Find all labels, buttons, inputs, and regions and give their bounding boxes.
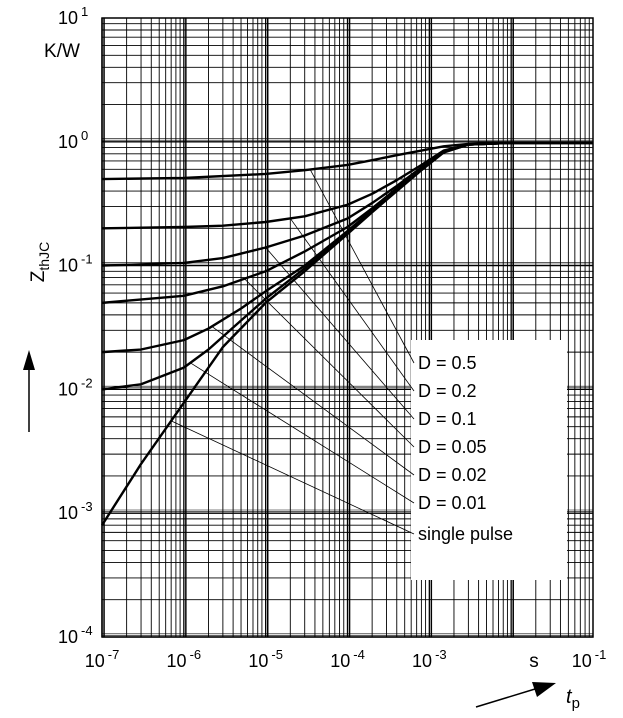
legend-label: D = 0.2 xyxy=(418,381,477,401)
legend-leader-line xyxy=(289,218,415,392)
x-axis-ticks: 10 -7 10 -6 10 -5 10 -4 10 -3 10 -1 xyxy=(85,647,607,671)
y-tick-label: 10 -3 xyxy=(58,499,93,523)
x-axis-arrow xyxy=(475,682,556,708)
x-tick-label: 10 -1 xyxy=(572,647,607,671)
legend-leader-line xyxy=(244,278,415,448)
x-tick-label: 10 -4 xyxy=(330,647,365,671)
legend-leader-line xyxy=(170,420,415,535)
legend-label: single pulse xyxy=(418,524,513,544)
y-tick-label: 10 1 xyxy=(58,4,88,28)
x-unit-label: s xyxy=(529,651,539,672)
x-tick-label: 10 -3 xyxy=(412,647,447,671)
legend-leader-line xyxy=(190,362,415,504)
legend-background xyxy=(411,340,567,580)
x-axis-title-sub: p xyxy=(572,695,580,712)
legend-label: D = 0.01 xyxy=(418,493,487,513)
legend-label: D = 0.1 xyxy=(418,409,477,429)
x-tick-label: 10 -7 xyxy=(85,647,120,671)
y-axis-title: ZthJC xyxy=(28,242,52,282)
y-axis-arrow xyxy=(23,350,35,432)
y-tick-label: 10 -1 xyxy=(58,252,93,276)
x-axis-title: tp xyxy=(566,686,580,712)
svg-text:ZthJC: ZthJC xyxy=(28,242,52,282)
legend-leader-line xyxy=(265,247,415,420)
y-tick-label: 10 -2 xyxy=(58,375,93,399)
legend-label: D = 0.02 xyxy=(418,465,487,485)
y-axis-title-sub: thJC xyxy=(36,242,52,271)
x-tick-label: 10 -6 xyxy=(167,647,202,671)
plot-frame xyxy=(101,17,594,638)
series-line-single-pulse xyxy=(100,141,593,526)
legend-leader-lines xyxy=(170,169,415,535)
curves xyxy=(100,141,593,526)
y-tick-label: 10 -4 xyxy=(58,623,93,647)
y-unit-label: K/W xyxy=(44,41,80,62)
y-tick-label: 10 0 xyxy=(58,128,88,152)
x-axis-title-main: t xyxy=(566,686,573,708)
legend-leader-line xyxy=(309,169,415,364)
x-tick-label: 10 -5 xyxy=(248,647,283,671)
legend-label: D = 0.05 xyxy=(418,437,487,457)
legend-label: D = 0.5 xyxy=(418,353,477,373)
y-axis-title-main: Z xyxy=(28,270,49,282)
legend-leader-line xyxy=(211,326,415,476)
legend: D = 0.5 D = 0.2 D = 0.1 D = 0.05 D = 0.02 D =… xyxy=(411,340,567,580)
